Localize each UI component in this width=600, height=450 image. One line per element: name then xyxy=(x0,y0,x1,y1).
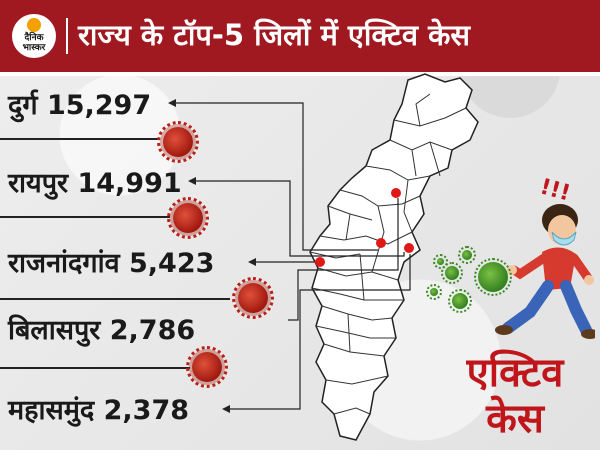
leader-mahasamund xyxy=(228,254,411,410)
district-label-raipur: रायपुर 14,991 xyxy=(8,168,182,199)
green-virus-icon xyxy=(433,254,448,269)
green-virus-icon xyxy=(474,258,512,296)
map-dot-mahasamund xyxy=(315,257,325,267)
leader-raipur xyxy=(195,180,405,257)
map-dot-raipur xyxy=(404,243,414,253)
leader-bilaspur xyxy=(288,198,399,321)
logo-text: दैनिक भास्कर xyxy=(22,33,46,53)
district-row-rajnandgaon: राजनांदगांव 5,423 xyxy=(0,246,330,302)
green-virus-icon xyxy=(448,289,472,313)
dainik-bhaskar-logo: दैनिक भास्कर xyxy=(12,14,56,58)
running-man-illustration xyxy=(495,204,595,339)
district-label-bilaspur: बिलासपुर 2,786 xyxy=(8,315,196,346)
state-outline xyxy=(309,73,479,441)
district-label-rajnandgaon: राजनांदगांव 5,423 xyxy=(8,248,215,279)
leader-durg xyxy=(175,102,378,251)
row-divider xyxy=(0,216,170,218)
district-row-raipur: रायपुर 14,991 xyxy=(0,166,330,222)
district-row-durg: दुर्ग 15,297 xyxy=(0,88,330,144)
title-divider xyxy=(66,18,68,54)
row-divider xyxy=(0,138,160,140)
green-virus-icon xyxy=(458,246,476,264)
active-cases-caption-line2: केस xyxy=(486,396,544,442)
active-cases-caption: एक्टिव केस xyxy=(455,350,575,442)
virus-icon xyxy=(232,277,274,319)
leader-lines xyxy=(175,102,411,410)
district-label-durg: दुर्ग 15,297 xyxy=(8,90,152,121)
row-divider xyxy=(0,298,230,300)
arrowheads xyxy=(168,99,256,413)
district-row-mahasamund: महासमुंद 2,378 xyxy=(0,393,330,449)
district-row-bilaspur: बिलासपुर 2,786 xyxy=(0,313,330,369)
header-bar: दैनिक भास्कर राज्य के टॉप-5 जिलों में एक… xyxy=(0,0,600,76)
green-virus-icon xyxy=(426,284,442,300)
virus-icon xyxy=(157,121,199,163)
row-divider xyxy=(0,367,190,369)
sun-icon xyxy=(27,18,41,32)
virus-icon xyxy=(186,346,228,388)
district-borders xyxy=(309,93,467,415)
virus-icon xyxy=(167,197,209,239)
page-title: राज्य के टॉप-5 जिलों में एक्टिव केस xyxy=(78,18,470,52)
district-label-mahasamund: महासमुंद 2,378 xyxy=(8,395,190,426)
map-dot-durg xyxy=(376,238,386,248)
map-dot-bilaspur xyxy=(391,188,401,198)
active-cases-caption-line1: एक्टिव xyxy=(466,350,564,396)
green-virus-icon xyxy=(441,262,463,284)
